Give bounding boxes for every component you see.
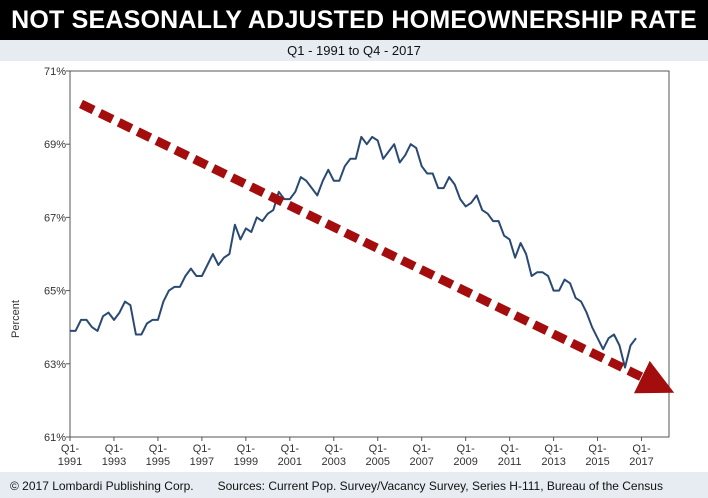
x-tick-label: Q1-2001 — [278, 443, 302, 468]
downtrend-arrow — [79, 99, 675, 394]
footer: © 2017 Lombardi Publishing Corp. Sources… — [0, 474, 708, 498]
plot-frame — [69, 70, 670, 438]
y-tick-label: 69% — [44, 139, 66, 151]
x-tick-label: Q1-2003 — [322, 443, 346, 468]
y-tick-label: 71% — [44, 66, 66, 78]
x-tick-label: Q1-2013 — [541, 443, 565, 468]
x-tick-label: Q1-2007 — [409, 443, 433, 468]
chart-title: NOT SEASONALLY ADJUSTED HOMEOWNERSHIP RA… — [0, 0, 708, 40]
x-axis: Q1-1991 Q1-1993 Q1-1995 Q1-1997 Q1-1999 Q1-20… — [58, 437, 654, 468]
x-tick-label: Q1-1993 — [102, 443, 126, 468]
y-axis: 71% 69% 67% 65% 63% 61% — [44, 66, 70, 444]
y-tick-label: 67% — [44, 212, 66, 224]
x-tick-label: Q1-2017 — [629, 443, 653, 468]
y-axis-title: Percent — [6, 291, 26, 351]
homeownership-rate-line — [70, 135, 637, 369]
x-tick-label: Q1-1997 — [190, 443, 214, 468]
y-axis-label: Percent — [10, 300, 22, 338]
line-chart: 71% 69% 67% 65% 63% 61% Q1-1991 Q1-1993 Q1-1995… — [44, 66, 675, 468]
y-tick-label: 61% — [44, 432, 66, 444]
x-tick-label: Q1-2011 — [498, 443, 522, 468]
y-tick-label: 63% — [44, 359, 66, 371]
x-tick-label: Q1-2015 — [585, 443, 609, 468]
sources-text: Sources: Current Pop. Survey/Vacancy Sur… — [217, 479, 663, 493]
x-tick-label: Q1-2005 — [366, 443, 390, 468]
x-tick-label: Q1-1999 — [234, 443, 258, 468]
chart-area: 71% 69% 67% 65% 63% 61% Q1-1991 Q1-1993 Q1-1995… — [0, 61, 708, 472]
y-tick-label: 65% — [44, 286, 66, 298]
copyright-text: © 2017 Lombardi Publishing Corp. — [10, 479, 194, 493]
chart-subtitle: Q1 - 1991 to Q4 - 2017 — [0, 40, 708, 61]
x-tick-label: Q1-1991 — [58, 443, 82, 468]
x-tick-label: Q1-1995 — [146, 443, 170, 468]
x-tick-label: Q1-2009 — [453, 443, 477, 468]
